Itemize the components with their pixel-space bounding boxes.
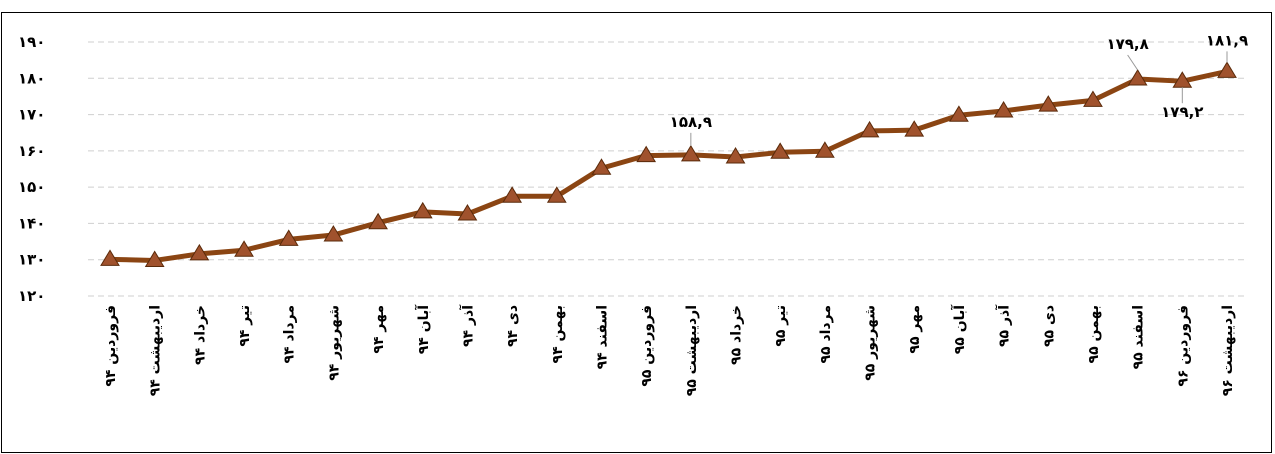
data-point-marker — [368, 212, 388, 230]
y-tick-label: ۱۷۰ — [18, 106, 45, 124]
data-point-marker — [189, 243, 210, 261]
y-tick-label: ۱۸۰ — [18, 69, 45, 87]
gridlines — [88, 41, 1245, 297]
x-tick-label: اسفند ۹۴ — [594, 305, 610, 369]
data-point-marker — [234, 240, 254, 257]
data-label: ۱۷۹,۸ — [1106, 35, 1148, 53]
data-label-leader — [1127, 54, 1139, 71]
data-label: ۱۵۸,۹ — [670, 113, 712, 131]
data-point-marker — [636, 145, 657, 163]
x-tick-label: اردیبهشت ۹۵ — [684, 305, 700, 396]
x-tick-label: آبان ۹۴ — [414, 304, 432, 354]
data-point-marker — [814, 141, 835, 158]
data-labels: ۱۵۸,۹ ۱۷۹,۸ ۱۷۹,۲ ۱۸۱,۹ — [670, 31, 1248, 146]
x-tick-label: مهر ۹۴ — [371, 305, 387, 354]
x-tick-label: اردیبهشت ۹۶ — [1220, 305, 1236, 396]
series-line-path — [107, 68, 1230, 263]
data-point-marker — [725, 147, 746, 164]
series-line — [107, 68, 1230, 263]
x-tick-label: فروردین ۹۶ — [1175, 305, 1191, 387]
x-tick-label: مرداد ۹۴ — [282, 305, 298, 364]
data-label: ۱۷۹,۲ — [1161, 103, 1203, 121]
x-tick-label: اردیبهشت ۹۴ — [148, 305, 164, 396]
series-markers — [100, 61, 1237, 267]
data-point-marker — [546, 186, 567, 203]
y-tick-label: ۱۲۰ — [18, 287, 45, 305]
x-tick-label: تیر ۹۴ — [237, 305, 253, 347]
data-point-marker — [1127, 69, 1148, 86]
y-tick-label: ۱۵۰ — [18, 178, 45, 196]
y-tick-label: ۱۳۰ — [18, 251, 45, 269]
x-tick-label: خرداد ۹۵ — [729, 305, 745, 365]
x-tick-label: خرداد ۹۴ — [192, 305, 208, 365]
data-point-marker — [1217, 61, 1237, 78]
x-tick-label: فروردین ۹۴ — [103, 305, 119, 387]
data-point-marker — [904, 120, 925, 137]
data-point-marker — [770, 142, 791, 159]
data-label: ۱۸۱,۹ — [1206, 31, 1248, 49]
data-point-marker — [144, 250, 165, 267]
data-point-marker — [680, 144, 701, 162]
x-tick-label: آذر ۹۵ — [995, 304, 1013, 347]
x-axis: فروردین ۹۴ اردیبهشت ۹۴ خرداد ۹۴ تیر ۹۴ مرداد… — [103, 304, 1236, 396]
x-tick-label: بهمن ۹۴ — [550, 305, 566, 363]
data-point-marker — [859, 120, 880, 138]
data-point-marker — [323, 225, 344, 242]
x-tick-label: اسفند ۹۵ — [1131, 305, 1147, 369]
x-tick-label: آذر ۹۴ — [458, 304, 476, 347]
y-tick-label: ۱۴۰ — [18, 214, 45, 232]
data-point-marker — [100, 249, 120, 266]
data-point-marker — [412, 201, 433, 219]
y-axis: ۱۲۰ ۱۳۰ ۱۴۰ ۱۵۰ ۱۶۰ ۱۷۰ ۱۸۰ ۱۹۰ — [18, 33, 45, 305]
chart-frame — [1, 12, 1272, 453]
x-tick-label: مرداد ۹۵ — [818, 305, 834, 364]
data-point-marker — [591, 158, 612, 175]
x-tick-label: فروردین ۹۵ — [639, 305, 655, 387]
data-point-marker — [1083, 90, 1103, 107]
data-point-marker — [278, 229, 299, 246]
y-tick-label: ۱۹۰ — [18, 33, 45, 51]
x-tick-label: دی ۹۵ — [1041, 305, 1057, 347]
x-tick-label: بهمن ۹۵ — [1086, 305, 1102, 363]
x-tick-label: شهریور ۹۵ — [863, 305, 879, 381]
data-point-marker — [502, 186, 523, 203]
data-point-marker — [993, 100, 1014, 118]
x-tick-label: تیر ۹۵ — [773, 305, 789, 347]
data-point-marker — [949, 105, 969, 122]
x-tick-label: مهر ۹۵ — [907, 305, 923, 354]
x-tick-label: آبان ۹۵ — [950, 304, 968, 354]
data-point-marker — [457, 204, 478, 221]
data-point-marker — [1038, 95, 1059, 112]
y-tick-label: ۱۶۰ — [18, 142, 45, 160]
x-tick-label: دی ۹۴ — [505, 305, 521, 347]
x-tick-label: شهریور ۹۴ — [326, 305, 342, 381]
